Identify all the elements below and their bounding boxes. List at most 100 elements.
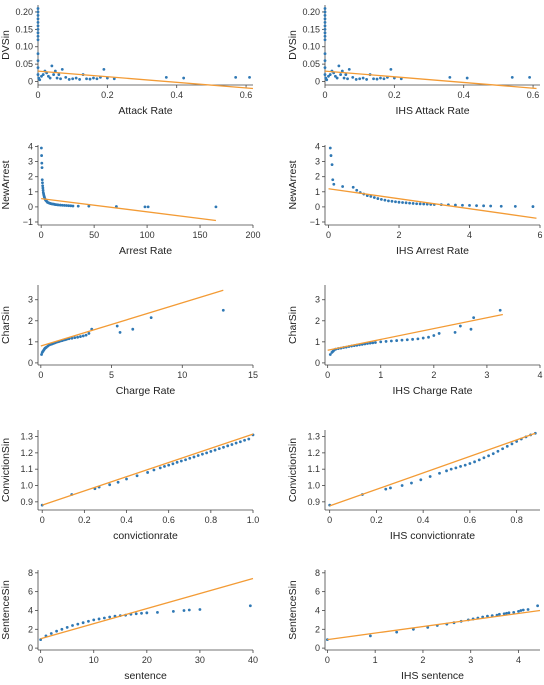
y-tick-label: 0	[28, 202, 33, 212]
x-tick-label: 30	[195, 655, 205, 665]
fit-line	[327, 609, 541, 641]
fit-line	[327, 313, 503, 351]
y-tick-label: 0.20	[302, 7, 320, 17]
data-point	[510, 75, 514, 79]
data-point	[507, 611, 511, 615]
data-point	[76, 335, 80, 339]
data-point	[81, 621, 85, 625]
data-point	[63, 203, 66, 207]
data-point	[52, 73, 56, 76]
y-tick-label: 3	[315, 157, 320, 167]
data-point	[192, 455, 196, 459]
data-point	[365, 78, 369, 81]
y-tick-label: 0	[315, 358, 320, 368]
data-point	[454, 203, 457, 207]
y-tick-label: 1.1	[307, 464, 320, 474]
data-point	[468, 462, 472, 465]
data-point	[389, 486, 392, 490]
data-point	[505, 611, 508, 615]
data-point	[87, 619, 90, 623]
y-tick-label: 0.05	[302, 59, 320, 69]
data-point	[243, 438, 246, 442]
data-point	[36, 31, 40, 35]
data-point	[87, 332, 91, 335]
data-point	[454, 466, 458, 470]
data-point	[323, 59, 327, 63]
data-point	[383, 198, 387, 202]
data-point	[55, 76, 59, 80]
data-point	[213, 448, 217, 452]
data-point	[499, 204, 503, 208]
data-point	[339, 73, 343, 76]
x-axis-title: IHS sentence	[401, 670, 464, 682]
x-axis-title: Attack Rate	[118, 105, 172, 117]
data-point	[411, 202, 415, 205]
data-point	[361, 76, 365, 80]
data-point	[418, 202, 422, 206]
data-point	[36, 7, 40, 10]
x-tick-label: 0	[38, 655, 43, 665]
data-point	[234, 441, 238, 445]
x-tick-label: 40	[248, 655, 258, 665]
data-point	[55, 629, 58, 633]
x-tick-label: 20	[142, 655, 152, 665]
data-point	[323, 34, 327, 38]
chart-panel-3: 0 50 100 150 200 −1 0 1 2 3 4 Arrest Rate NewArrest	[0, 142, 261, 257]
y-axis-title: ConvictionSin	[0, 438, 12, 502]
y-tick-label: 3	[315, 295, 320, 305]
data-point	[468, 203, 471, 207]
fit-line	[41, 197, 217, 222]
data-point	[226, 444, 230, 448]
chart-panel-9: 0 10 20 30 40 0 2 4 6 8 sentence SentenceSin	[0, 568, 258, 682]
y-tick-label: 4	[315, 142, 320, 152]
data-point	[394, 200, 397, 204]
data-point	[323, 7, 327, 10]
data-point	[38, 78, 42, 82]
y-axis-title: DVSin	[287, 30, 299, 60]
x-tick-label: 2	[420, 655, 425, 665]
data-point	[421, 336, 425, 340]
data-point	[375, 77, 379, 81]
y-tick-label: 2	[315, 316, 320, 326]
data-point	[125, 477, 128, 481]
data-point	[496, 449, 500, 453]
x-tick-label: 200	[245, 230, 260, 240]
data-point	[400, 338, 404, 342]
x-tick-label: 0.4	[120, 515, 133, 525]
data-point	[502, 612, 506, 616]
y-tick-label: 0.10	[15, 42, 33, 52]
data-point	[453, 330, 457, 334]
data-point	[323, 14, 327, 17]
data-point	[329, 154, 333, 157]
data-point	[379, 197, 383, 201]
x-tick-label: 3	[468, 655, 473, 665]
data-point	[519, 609, 523, 612]
y-tick-label: 8	[315, 568, 320, 578]
x-tick-label: 1	[373, 655, 378, 665]
data-point	[182, 76, 186, 80]
data-point	[337, 64, 341, 68]
data-point	[40, 154, 44, 157]
y-tick-label: 4	[28, 605, 33, 615]
data-point	[188, 456, 192, 460]
x-tick-label: 4	[467, 230, 472, 240]
data-point	[410, 481, 413, 485]
y-axis-title: NewArrest	[0, 160, 12, 209]
data-point	[158, 466, 162, 470]
data-point	[112, 77, 116, 81]
data-point	[67, 204, 71, 208]
data-point	[323, 38, 327, 42]
data-point	[351, 185, 355, 189]
y-tick-label: 0	[28, 358, 33, 368]
data-point	[36, 52, 40, 56]
data-point	[323, 10, 327, 14]
y-tick-label: 0	[28, 643, 33, 653]
data-point	[60, 627, 64, 631]
x-tick-label: 3	[484, 370, 489, 380]
data-point	[482, 204, 486, 208]
data-point	[368, 634, 372, 638]
y-tick-label: 1.2	[307, 448, 320, 458]
data-point	[408, 201, 411, 205]
data-point	[36, 24, 40, 28]
data-point	[214, 205, 218, 209]
